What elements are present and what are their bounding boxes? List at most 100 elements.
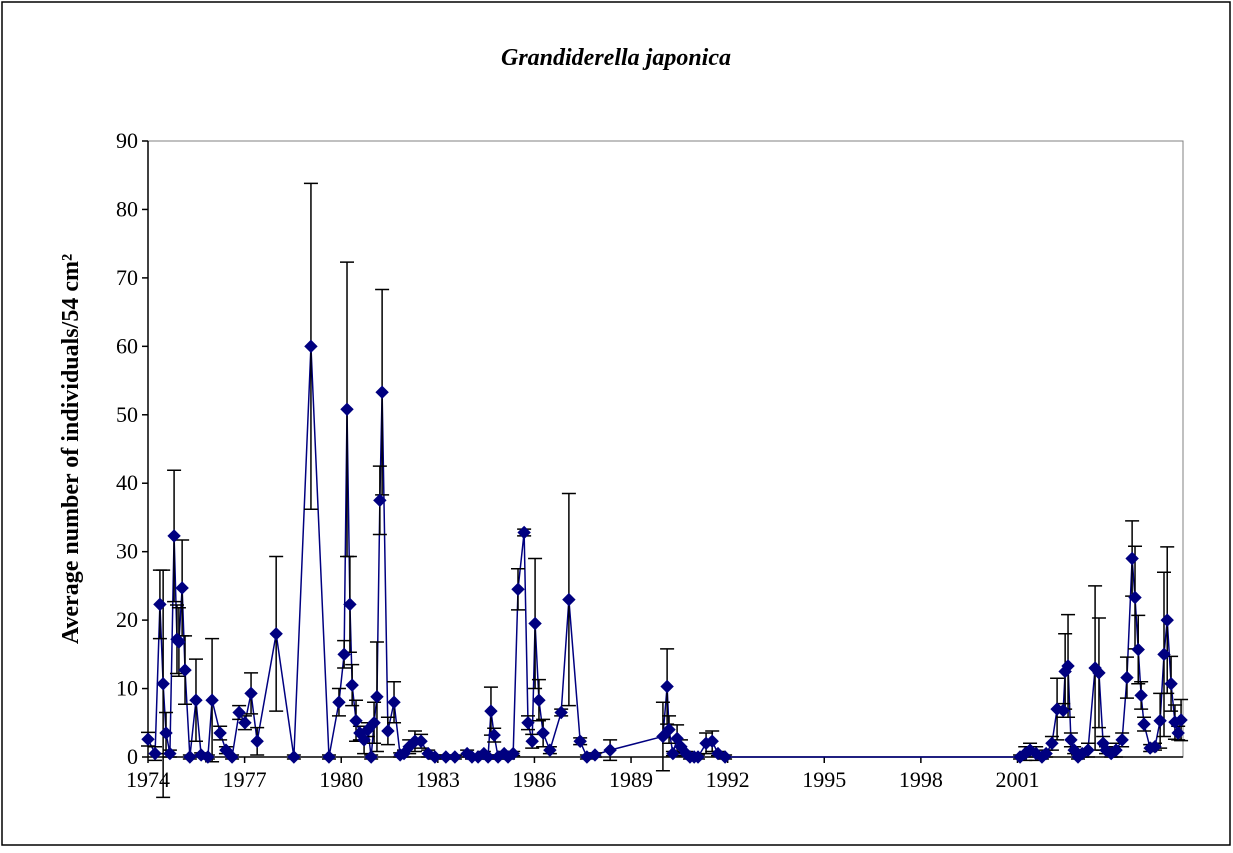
data-point [349,714,363,728]
data-point [603,743,617,757]
data-point [381,724,395,738]
data-point [332,695,346,709]
data-point [370,690,384,704]
data-point [219,743,233,757]
x-tick-label: 1992 [706,767,750,792]
data-point [337,647,351,662]
data-point [536,726,550,740]
data-point [421,746,435,761]
data-point [532,693,546,707]
y-tick-label: 10 [116,676,138,701]
data-point [1131,642,1145,657]
data-point [1064,733,1078,747]
data-point [1061,659,1075,673]
data-point [343,597,357,612]
data-point [439,750,453,764]
data-point [178,663,192,677]
data-point [588,748,602,762]
data-point [345,678,359,692]
data-point [387,695,401,709]
data-point [1128,590,1142,605]
data-point [238,716,252,730]
data-point [1115,733,1129,747]
data-point [528,616,542,631]
x-tick-label: 1986 [512,767,556,792]
data-point [175,581,189,595]
data-point [1160,613,1174,627]
data-point [1148,740,1162,754]
data-point [573,734,587,748]
data-point [666,746,680,761]
data-point [554,705,568,720]
data-point [543,743,557,757]
data-point [1153,714,1167,728]
x-tick-label: 1998 [899,767,943,792]
y-tick-label: 20 [116,607,138,632]
data-point [183,750,197,764]
y-tick-label: 30 [116,539,138,564]
data-point [521,716,535,730]
data-point [511,582,525,597]
data-point [662,722,676,737]
data-point [189,693,203,707]
data-point [167,529,181,543]
y-tick-label: 80 [116,196,138,221]
x-tick-label: 1977 [223,767,267,792]
data-point [448,750,462,764]
data-point [414,734,428,748]
data-point [487,728,501,742]
data-point [1045,736,1059,751]
y-tick-label: 70 [116,265,138,290]
data-point [1056,703,1070,718]
data-point [1125,551,1139,566]
x-tick-label: 1995 [802,767,846,792]
data-point [194,748,208,762]
chart-title: Grandiderella japonica [501,45,731,71]
data-point [213,726,227,740]
data-point [244,686,258,701]
data-point [1171,726,1185,740]
y-tick-label: 40 [116,470,138,495]
data-point [711,746,725,761]
data-point [1137,717,1151,731]
data-point [705,734,719,748]
data-point [163,746,177,761]
data-point [172,635,186,649]
data-point [1164,677,1178,691]
data-point [205,693,219,707]
data-point [287,750,301,764]
data-point [357,733,371,747]
data-point [484,704,498,718]
x-tick-label: 1983 [416,767,460,792]
data-point [250,734,264,748]
y-axis-label: Average number of individuals/54 cm² [58,254,84,644]
data-point [340,402,354,417]
data-point [562,592,576,607]
data-point [1109,743,1123,757]
y-tick-label: 90 [116,128,138,153]
data-point [304,339,318,354]
data-point [322,750,336,764]
data-point [159,726,173,740]
data-point [525,734,539,748]
data-point [1023,743,1037,757]
data-point [156,677,170,691]
data-point [367,716,381,730]
data-point [656,729,670,744]
data-point [718,750,732,764]
data-point [691,750,705,764]
data-point [364,750,378,764]
x-tick-label: 2001 [995,767,1039,792]
data-point [269,627,283,641]
data-point [375,385,389,399]
data-point [1092,666,1106,680]
data-point [517,525,531,540]
data-point [153,597,167,612]
data-point [361,722,375,737]
data-point [373,493,387,508]
data-point [232,705,246,720]
data-point [481,750,495,764]
y-tick-label: 60 [116,333,138,358]
